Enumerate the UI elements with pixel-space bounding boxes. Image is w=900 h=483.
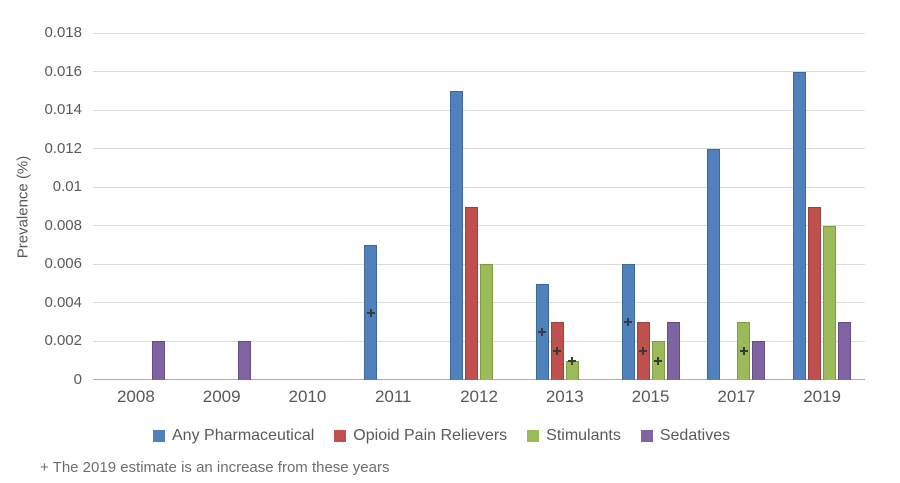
legend-label-sedatives: Sedatives (659, 427, 731, 444)
x-axis-label-2012: 2012 (460, 387, 498, 406)
bar-any-pharmaceutical-2017 (707, 148, 721, 380)
legend-swatch-sedatives-icon (640, 430, 653, 442)
y-tick-label-0-002: 0.002 (44, 332, 82, 350)
y-tick-label-0-018: 0.018 (44, 24, 82, 41)
bar-sedatives-2017 (752, 341, 766, 380)
legend-swatch-stimulants-icon (527, 430, 540, 442)
y-tick-label-0-012: 0.012 (44, 139, 82, 157)
x-axis-label-2015: 2015 (631, 387, 670, 406)
chart-footnote: + The 2019 estimate is an increase from … (40, 459, 390, 476)
x-axis-label-2008: 2008 (116, 387, 155, 406)
legend-item-any-pharmaceutical: Any Pharmaceutical (153, 427, 314, 445)
y-tick-label-0-004: 0.004 (44, 293, 82, 311)
plot-area (93, 32, 865, 380)
gridline-0-01 (93, 186, 865, 188)
bar-sedatives-2019 (838, 322, 852, 380)
legend-label-any-pharmaceutical: Any Pharmaceutical (172, 427, 315, 444)
plus-marker-2013-any-pharmaceutical (538, 327, 547, 336)
x-axis-label-2013: 2013 (545, 387, 584, 406)
y-tick-label-0-01: 0.01 (52, 178, 82, 196)
gridline-0-012 (93, 148, 865, 150)
gridline-0-014 (93, 109, 865, 111)
bar-sedatives-2015 (666, 322, 680, 380)
y-tick-label-0-006: 0.006 (44, 255, 82, 273)
plus-marker-2013-opioid-pain-relievers (553, 347, 562, 356)
y-tick-label-0-008: 0.008 (44, 216, 82, 234)
y-tick-label-0-016: 0.016 (44, 62, 82, 80)
plus-marker-2015-opioid-pain-relievers (639, 347, 648, 356)
bar-opioid-pain-relievers-2012 (465, 206, 478, 380)
legend-swatch-any-pharmaceutical-icon (153, 430, 165, 442)
bar-any-pharmaceutical-2019 (793, 71, 807, 380)
gridline-0-006 (93, 263, 865, 265)
x-axis-label-2009: 2009 (202, 387, 241, 406)
bar-opioid-pain-relievers-2019 (808, 206, 822, 380)
gridline-0-016 (93, 71, 865, 73)
x-axis-label-2019: 2019 (803, 387, 842, 406)
legend-label-stimulants: Stimulants (546, 427, 621, 444)
gridline-0-018 (93, 32, 865, 34)
y-axis-title: Prevalence (%) (14, 155, 32, 259)
bar-stimulants-2012 (480, 264, 493, 380)
bar-any-pharmaceutical-2012 (450, 90, 463, 380)
x-axis-line (93, 379, 865, 380)
y-tick-label-0-014: 0.014 (44, 101, 82, 119)
legend-item-stimulants: Stimulants (527, 427, 621, 445)
x-axis-label-2010: 2010 (288, 387, 327, 406)
gridline-0-008 (93, 225, 865, 227)
plus-marker-2015-stimulants (654, 356, 663, 365)
gridline-0-002 (93, 340, 865, 342)
x-axis-label-2017: 2017 (717, 387, 756, 406)
bar-sedatives-2008 (151, 341, 165, 380)
legend-label-opioid-pain-relievers: Opioid Pain Relievers (353, 427, 508, 444)
y-tick-label-0: 0 (73, 371, 82, 388)
legend: Any Pharmaceutical Opioid Pain Relievers S… (153, 427, 730, 445)
legend-item-sedatives: Sedatives (640, 427, 731, 445)
bar-sedatives-2009 (237, 341, 251, 380)
legend-swatch-opioid-pain-relievers-icon (334, 430, 347, 442)
gridline-0-004 (93, 302, 865, 304)
plus-marker-2017-stimulants (739, 347, 748, 356)
plus-marker-2013-stimulants (568, 356, 577, 365)
plus-marker-2011-any-pharmaceutical (366, 308, 375, 317)
legend-item-opioid-pain-relievers: Opioid Pain Relievers (334, 427, 507, 445)
x-axis-label-2011: 2011 (374, 387, 412, 406)
bar-stimulants-2019 (823, 225, 837, 380)
plus-marker-2015-any-pharmaceutical (624, 318, 633, 327)
